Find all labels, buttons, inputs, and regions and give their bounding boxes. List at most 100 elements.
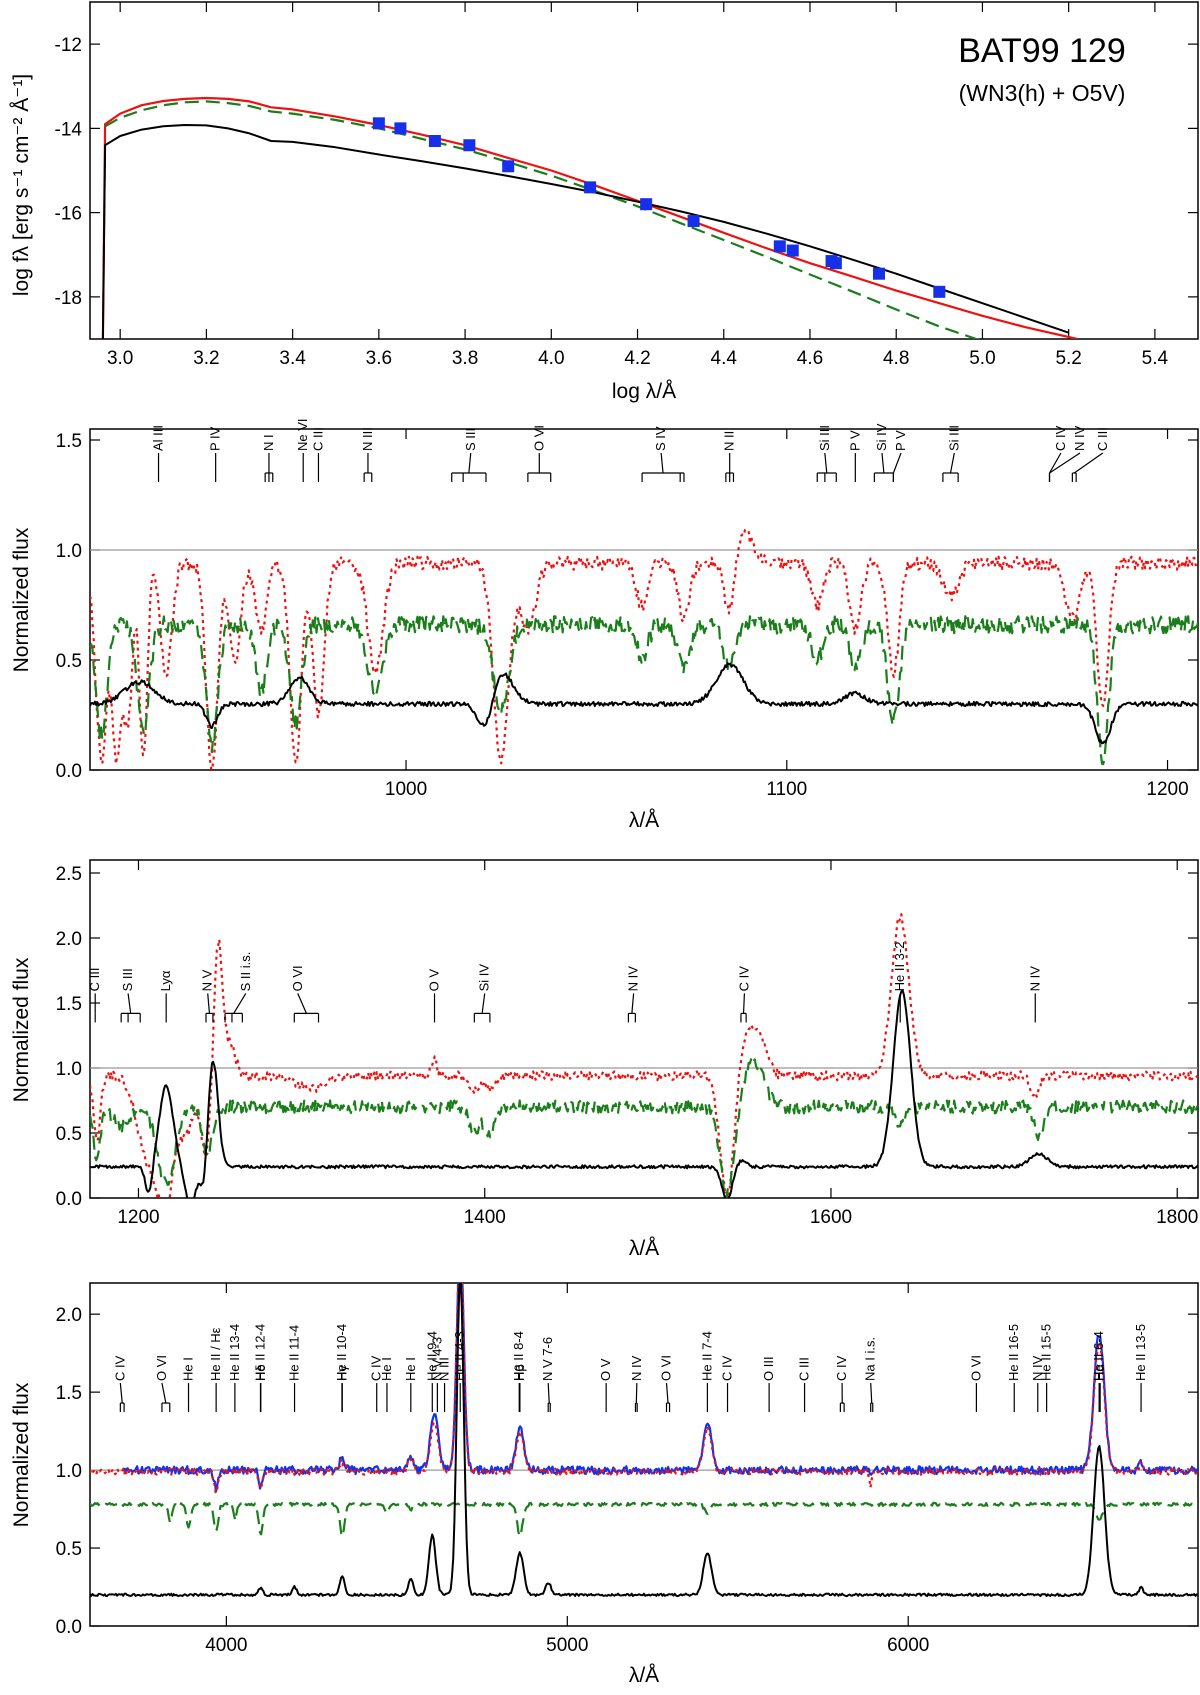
uv-frame xyxy=(89,859,1199,1199)
uv-ytick-label: 2.5 xyxy=(56,864,82,885)
fuv-ytick-label: 1.5 xyxy=(56,431,82,452)
fuv-line-id-label: Al III xyxy=(151,425,166,451)
optical-line-id-label: Hγ xyxy=(334,1365,349,1381)
optical-line-id-stem xyxy=(635,1383,638,1404)
optical-line-id: C IV xyxy=(112,1355,127,1413)
fuv-line-id-label: C III xyxy=(311,427,326,451)
optical-series-blue xyxy=(123,1283,1198,1493)
optical-line-id: Hγ xyxy=(334,1365,349,1413)
uv-line-id-stem xyxy=(631,993,635,1014)
uv-line-id-stem xyxy=(233,993,247,1014)
uv-line-id-label: O VI xyxy=(290,965,305,991)
fuv-line-id-label: C IV xyxy=(1053,425,1068,451)
sed-plot-area: 3.0 3.2 3.4 3.6 3.8 4.0 4.2 4.4 4.6 4.8 5.0 5.2 5.4 -… xyxy=(55,2,1198,369)
optical-line-id: O VI xyxy=(154,1355,171,1413)
optical-plot-area: 4000 5000 6000 0.0 0.5 1.0 1.5 2.0 C IV O VI He I H… xyxy=(56,1283,1198,1656)
sed-photometry-point xyxy=(773,240,786,253)
fuv-line-id-stem xyxy=(824,452,828,474)
sed-xtick-label: 5.0 xyxy=(969,348,995,369)
fuv-line-id: O VI xyxy=(527,425,552,482)
sed-xtick-label: 3.0 xyxy=(107,348,133,369)
uv-line-id: O VI xyxy=(290,965,320,1023)
fuv-line-id-label: P IV xyxy=(208,426,223,451)
fuv-line-id-label: C III xyxy=(1095,427,1110,451)
sed-photometry-point xyxy=(933,285,946,298)
uv-line-id: Lyα xyxy=(158,970,173,1023)
uv-ytick-label: 1.0 xyxy=(56,1059,82,1080)
optical-line-id-label: N III xyxy=(437,1357,452,1381)
fuv-line-id-label: Si III xyxy=(946,425,961,451)
optical-line-id-label: O V xyxy=(598,1358,613,1381)
sed-xtick-label: 5.4 xyxy=(1142,348,1169,369)
fuv-xtick-label: 1200 xyxy=(1146,779,1188,800)
optical-line-id-label: Na I i.s. xyxy=(863,1337,878,1381)
optical-line-id-label: He II 6-4 xyxy=(1091,1331,1106,1381)
uv-line-id: C IV xyxy=(736,966,751,1023)
optical-line-id-label: He II 13-4 xyxy=(227,1324,242,1381)
optical-line-id: He II / Hε xyxy=(208,1327,223,1413)
uv-line-id: He II 3-2 xyxy=(892,942,907,1023)
uv-line-id: Si IV xyxy=(473,964,492,1023)
uv-series-green xyxy=(90,1055,1198,1198)
optical-line-id-label: He II 13-5 xyxy=(1133,1324,1148,1381)
sed-xlabel: log λ/Å xyxy=(612,380,676,403)
sed-xtick-label: 4.6 xyxy=(797,348,823,369)
sed-ylabel: log fλ [erg s⁻¹ cm⁻² Å⁻¹] xyxy=(10,74,33,296)
optical-xtick-label: 5000 xyxy=(546,1635,588,1656)
optical-line-id: O V xyxy=(598,1358,613,1413)
fuv-line-id-stem xyxy=(892,452,902,474)
fuv-ylabel: Normalized flux xyxy=(10,527,33,672)
fuv-plot-area: 1000 1100 1200 0.0 0.5 1.0 1.5 Al III P IV N I Ne … xyxy=(56,418,1198,800)
uv-line-id-label: S II i.s. xyxy=(238,952,253,992)
sed-ytick-label: -18 xyxy=(55,288,82,309)
optical-xtick-label: 6000 xyxy=(887,1635,929,1656)
sed-photometry-point xyxy=(428,135,441,148)
sed-photometry-point xyxy=(687,215,700,228)
fuv-ytick-label: 0.0 xyxy=(56,761,82,782)
uv-line-id-label: C IV xyxy=(736,966,751,992)
uv-line-id: S II i.s. xyxy=(224,952,253,1023)
sed-photometry-point xyxy=(584,181,597,194)
uv-line-id: S III xyxy=(120,968,141,1023)
optical-line-id-stem xyxy=(870,1383,873,1404)
fuv-line-id-label: O VI xyxy=(531,425,546,451)
optical-line-id-label: Hβ xyxy=(512,1364,527,1381)
optical-line-id: Hα xyxy=(1092,1364,1107,1413)
uv-line-id-label: N V xyxy=(200,969,215,991)
uv-ytick-label: 0.5 xyxy=(56,1124,82,1145)
sed-xtick-label: 3.4 xyxy=(279,348,306,369)
uv-line-id-label: C III xyxy=(87,968,102,992)
fuv-line-id: Si III xyxy=(816,425,837,482)
fuv-line-id: N I xyxy=(261,434,276,482)
optical-line-id: O VI xyxy=(659,1355,674,1413)
optical-ytick-label: 1.0 xyxy=(56,1461,82,1482)
uv-line-id-label: O V xyxy=(427,969,442,992)
sed-xtick-label: 4.0 xyxy=(538,348,564,369)
uv-series-red xyxy=(90,913,1198,1198)
sed-photometry-point xyxy=(872,267,885,280)
optical-line-id: C IV xyxy=(720,1355,735,1413)
fuv-line-id: Si III xyxy=(942,425,961,482)
sed-ytick-label: -12 xyxy=(55,35,82,56)
optical-line-id-label: N V 7-6 xyxy=(540,1337,555,1381)
fuv-line-id: P IV xyxy=(208,426,223,482)
fuv-line-id: N III xyxy=(360,427,375,482)
fuv-line-id-label: N I xyxy=(261,434,276,451)
fuv-line-id-stem xyxy=(881,452,885,474)
optical-line-id-label: He II 7-4 xyxy=(699,1331,714,1381)
figure-subtitle: (WN3(h) + O5V) xyxy=(959,80,1126,106)
optical-line-id-label: He II 8-4 xyxy=(511,1331,526,1381)
optical-line-id: He II 9-4 xyxy=(424,1331,439,1413)
optical-line-id: C IV xyxy=(834,1355,849,1413)
optical-line-id: N V 7-6 xyxy=(540,1337,555,1413)
optical-line-id-label: C III xyxy=(797,1357,812,1381)
fuv-ytick-label: 0.5 xyxy=(56,651,82,672)
fuv-line-id-label: S IV xyxy=(653,426,668,451)
fuv-series-black xyxy=(90,662,1198,745)
fuv-line-id-label: S III xyxy=(463,428,478,451)
optical-line-id-label: O VI xyxy=(154,1355,169,1381)
uv-ylabel: Normalized flux xyxy=(10,957,33,1102)
uv-xtick-label: 1800 xyxy=(1156,1207,1198,1228)
optical-line-id-label: N V 4-3 xyxy=(429,1337,444,1381)
